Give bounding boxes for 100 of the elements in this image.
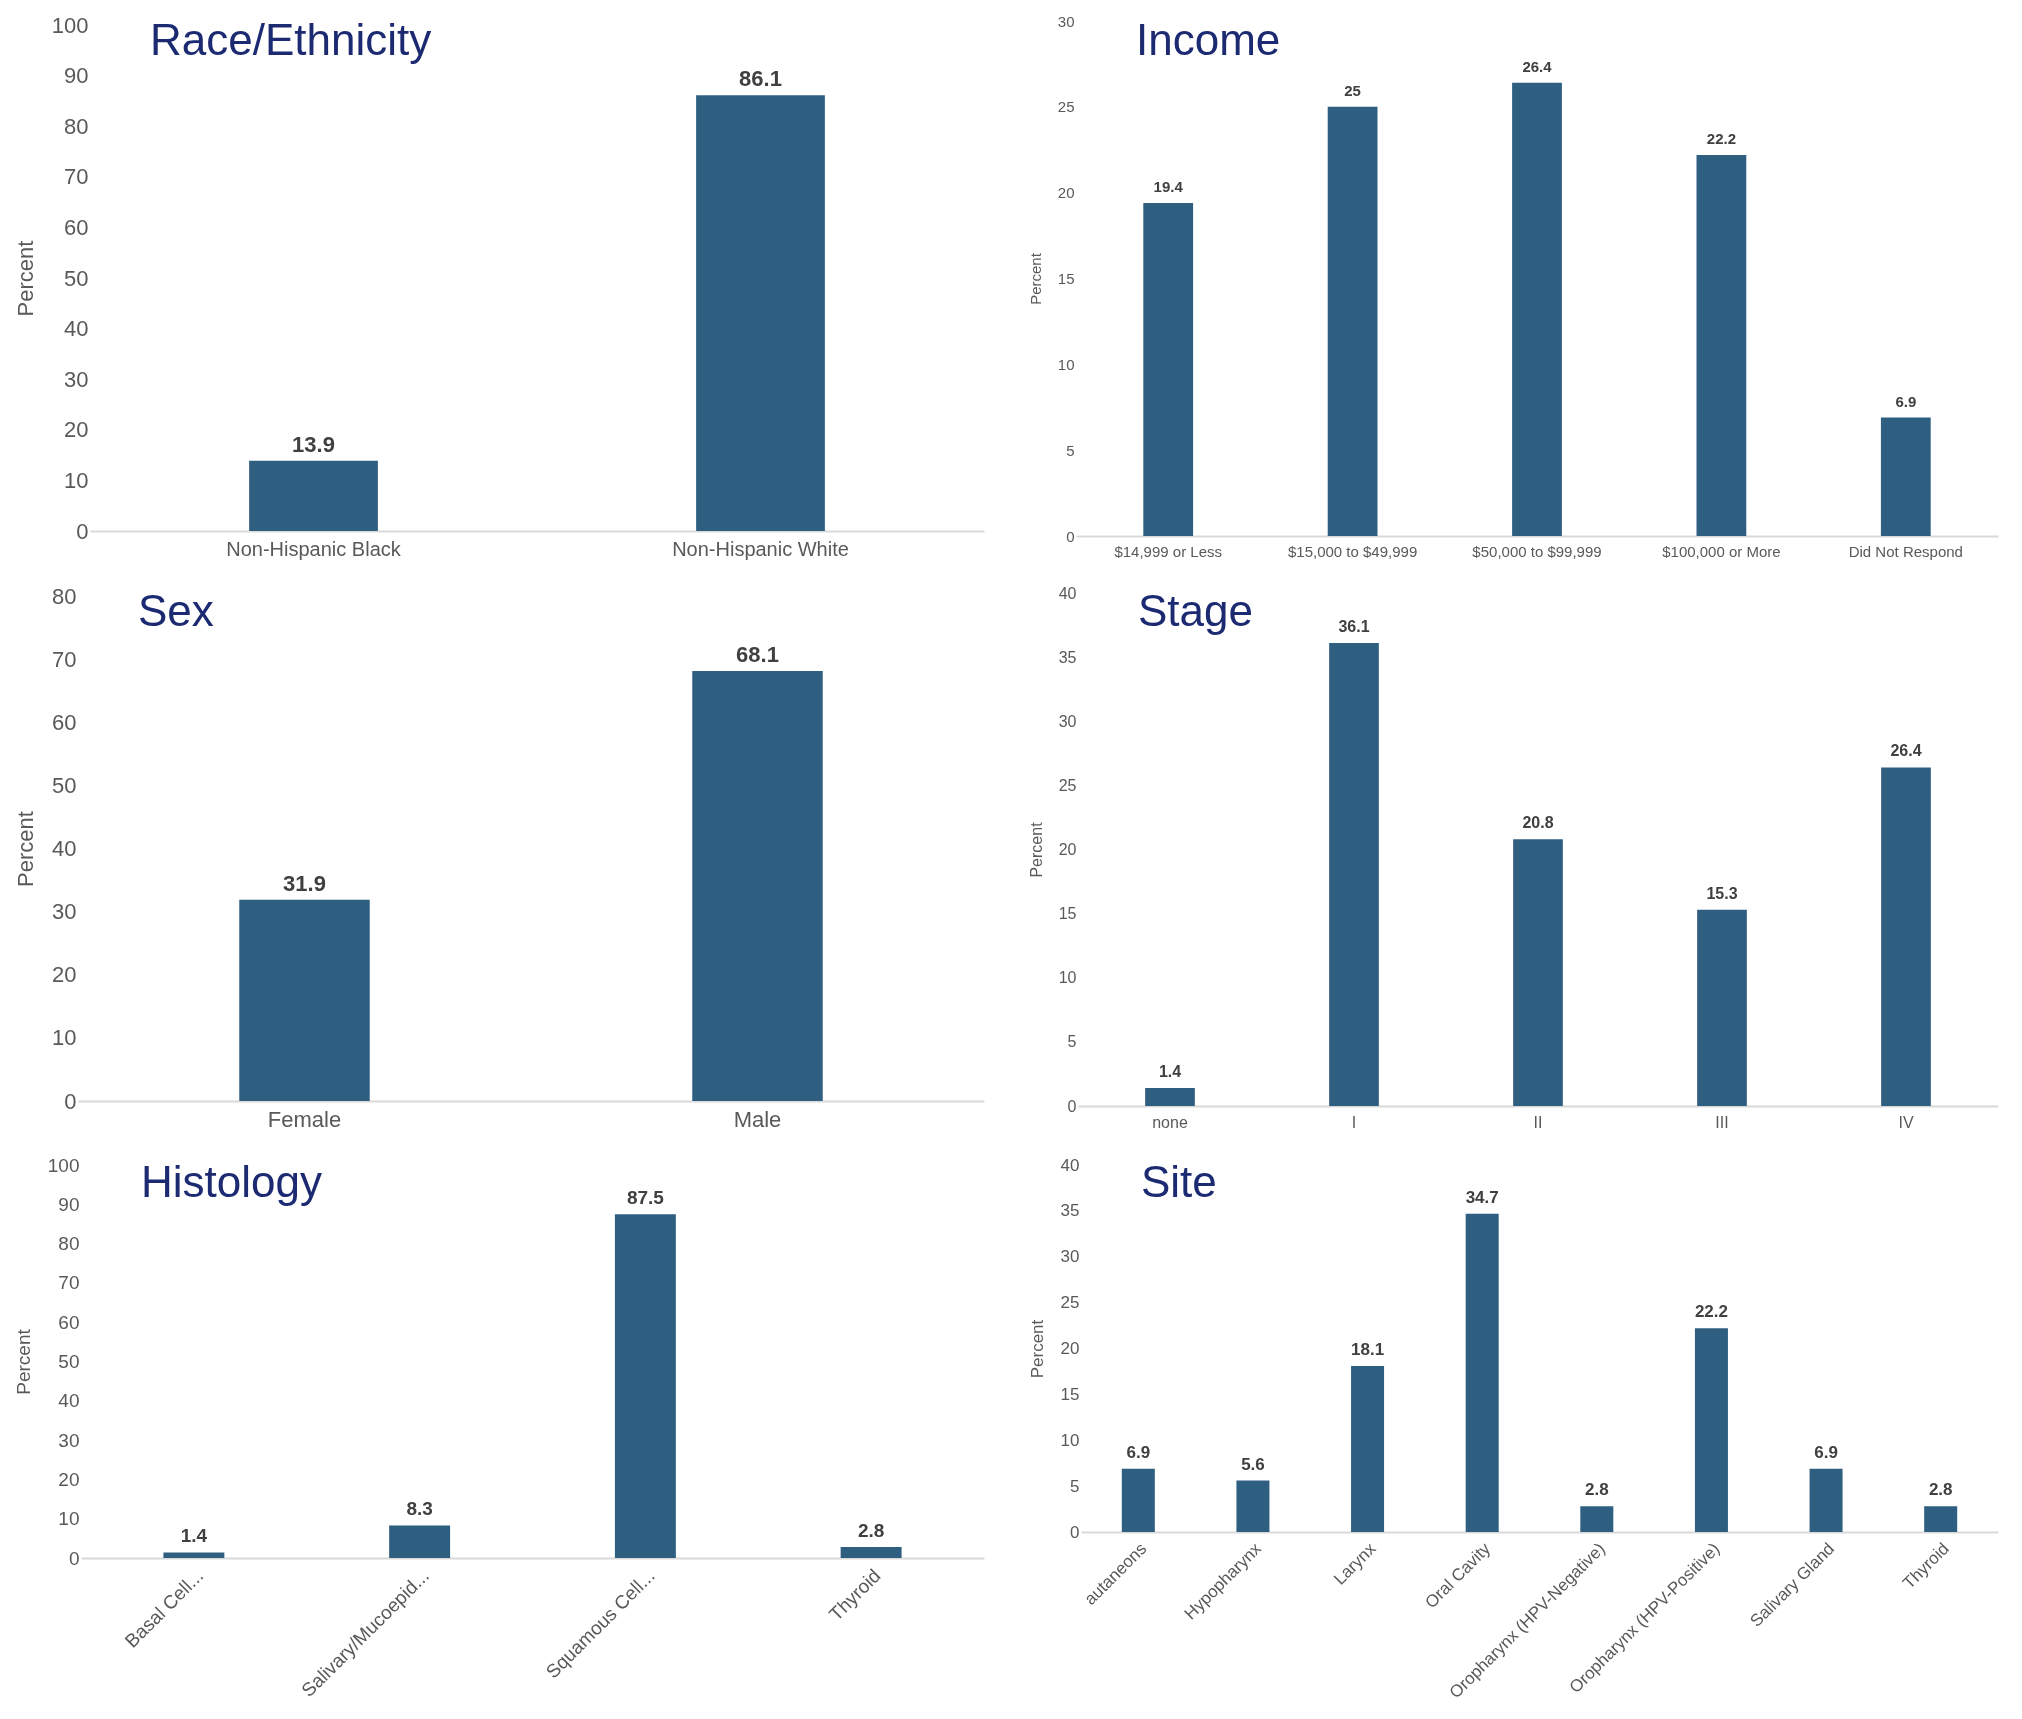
y-tick-label: 10 [1058,969,1077,987]
bar [163,1552,225,1558]
y-tick-label: 10 [64,467,89,493]
x-tick-label: I [1351,1113,1357,1131]
chart-title: Sex [138,586,214,635]
y-tick-label: 40 [52,836,77,861]
y-tick-label: 0 [1067,1097,1077,1115]
data-label: 86.1 [739,66,782,92]
x-tick-label: Non-Hispanic Black [226,537,402,560]
data-label: 2.8 [1928,1480,1953,1500]
bar [1512,82,1562,536]
y-tick-label: 25 [1057,98,1075,116]
x-tick-label: IV [1898,1113,1914,1131]
y-tick-label: 25 [1058,776,1077,794]
y-tick-label: 0 [76,518,89,544]
data-label: 5.6 [1241,1454,1265,1474]
bar [1327,106,1378,536]
y-tick-label: 50 [64,265,89,291]
y-tick-label: 50 [52,772,77,798]
chart-title: Site [1141,1157,1217,1206]
y-tick-label: 80 [52,583,77,609]
bar [1145,1088,1195,1106]
y-axis-title: Percent [13,811,39,887]
bar [1465,1213,1499,1532]
y-axis-title: Percent [1027,1319,1047,1379]
data-label: 6.9 [1895,392,1917,410]
bar [1121,1468,1155,1532]
x-tick-label: none [1152,1113,1188,1131]
y-tick-label: 50 [58,1351,80,1372]
y-tick-label: 10 [1057,355,1075,373]
y-tick-label: 100 [47,1154,80,1176]
x-tick-label: Female [267,1106,342,1132]
x-tick-label: Male [733,1106,782,1132]
data-label: 20.8 [1522,814,1554,832]
x-tick-label: II [1533,1113,1543,1131]
x-tick-label: $50,000 to $99,999 [1472,542,1602,560]
bar [1880,417,1931,536]
chart-title: Income [1136,15,1281,64]
data-label: 25 [1344,81,1361,99]
data-label: 15.3 [1706,884,1738,902]
chart-title: Stage [1138,586,1253,635]
bar [1580,1506,1614,1532]
x-tick-label: $14,999 or Less [1114,542,1222,560]
data-label: 6.9 [1126,1442,1151,1462]
y-tick-label: 5 [1070,1476,1080,1496]
bar [1696,154,1747,536]
bar [1351,1365,1385,1532]
data-label: 36.1 [1338,618,1370,636]
y-tick-label: 70 [58,1272,80,1294]
y-tick-label: 40 [58,1390,80,1412]
data-label: 6.9 [1814,1442,1838,1462]
y-tick-label: 30 [1060,1247,1080,1267]
chart-title: Race/Ethnicity [150,15,432,64]
y-tick-label: 100 [51,12,89,38]
y-tick-label: 15 [1057,270,1075,287]
data-label: 13.9 [292,431,335,457]
y-tick-label: 60 [52,709,77,735]
data-label: 1.4 [1158,1063,1182,1081]
y-axis-title: Percent [1027,821,1045,878]
y-tick-label: 20 [52,962,77,988]
bar [1809,1468,1843,1532]
y-tick-label: 5 [1066,441,1075,459]
y-tick-label: 0 [1066,527,1075,545]
bar [1924,1506,1958,1532]
y-tick-label: 20 [1058,841,1077,858]
data-label: 31.9 [283,870,326,896]
y-axis-title: Percent [1026,252,1044,305]
data-label: 22.2 [1694,1302,1728,1322]
bar [1697,909,1747,1106]
x-tick-label: Non-Hispanic White [672,537,849,560]
y-tick-label: 20 [1057,184,1075,202]
data-label: 26.4 [1522,57,1553,75]
y-tick-label: 60 [64,214,89,240]
y-tick-label: 0 [64,1088,77,1114]
bar [1143,202,1194,536]
x-tick-label: III [1715,1113,1729,1131]
chart-title: Histology [141,1157,322,1206]
bar [1881,767,1931,1106]
y-tick-label: 35 [1060,1201,1080,1221]
bar [1513,839,1563,1106]
data-label: 2.8 [857,1520,885,1541]
y-tick-label: 25 [1060,1293,1080,1313]
y-tick-label: 10 [52,1025,77,1051]
y-tick-label: 30 [64,366,89,392]
y-tick-label: 35 [1058,648,1077,666]
y-tick-label: 10 [1060,1430,1080,1450]
y-tick-label: 30 [52,899,77,925]
data-label: 2.8 [1584,1480,1609,1500]
data-label: 68.1 [736,642,779,668]
y-tick-label: 15 [1058,905,1077,923]
data-label: 26.4 [1890,742,1922,760]
y-tick-label: 70 [64,164,89,190]
y-tick-label: 40 [1058,584,1077,602]
y-tick-label: 20 [64,417,89,443]
y-tick-label: 5 [1067,1033,1077,1051]
y-tick-label: 15 [1060,1384,1080,1404]
y-axis-title: Percent [12,240,38,317]
y-tick-label: 30 [58,1429,80,1451]
data-label: 8.3 [406,1498,433,1520]
bar [840,1547,902,1558]
